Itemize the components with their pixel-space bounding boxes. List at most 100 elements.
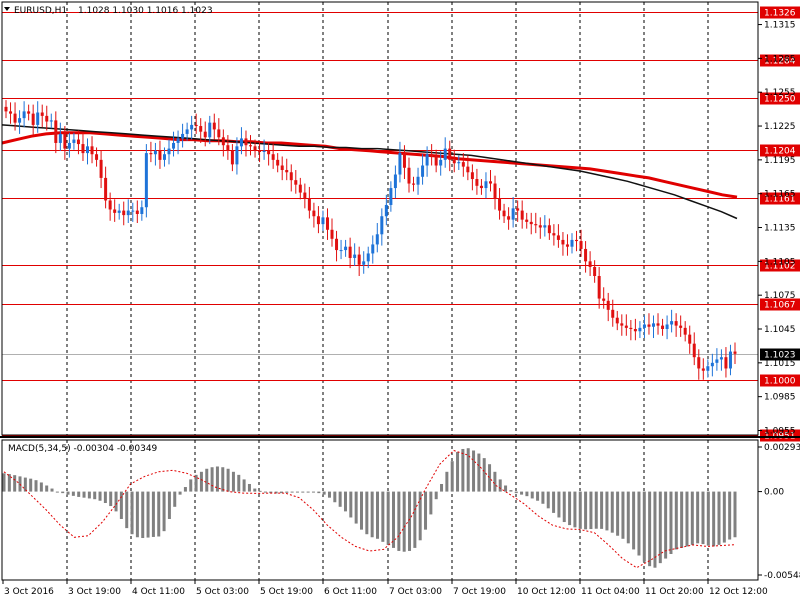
x-tick-label: 7 Oct 19:00 [453, 587, 506, 597]
macd-bar [680, 491, 684, 548]
macd-bar [717, 491, 721, 545]
macd-bar [664, 491, 668, 559]
macd-bar [237, 474, 241, 492]
candle-body [239, 138, 243, 147]
candle-body [249, 145, 253, 147]
y-tick-label: 1.1315 [764, 21, 796, 31]
macd-bar [402, 491, 406, 552]
candle-body [674, 321, 678, 326]
chevron-down-icon[interactable] [4, 7, 10, 11]
macd-bar [578, 491, 582, 529]
macd-bar [712, 491, 716, 547]
candle-body [353, 254, 357, 258]
x-tick-label: 12 Oct 12:00 [709, 587, 768, 597]
macd-bar [162, 491, 166, 532]
candle-body [488, 181, 492, 184]
candle-body [108, 200, 112, 210]
macd-bar [189, 479, 193, 492]
candle-body [122, 210, 126, 216]
macd-bar [584, 491, 588, 530]
macd-bar [530, 491, 534, 499]
macd-bar [7, 474, 11, 492]
macd-bar [135, 491, 139, 538]
macd-bar [413, 491, 417, 548]
macd-bar [322, 491, 326, 495]
candle-body [670, 321, 674, 325]
level-price-tag [760, 92, 800, 105]
candle-body [185, 129, 189, 134]
candle-body [321, 217, 325, 225]
candle-body [280, 165, 284, 171]
macd-bar [461, 448, 465, 492]
candle-body [439, 159, 443, 166]
candle-body [579, 241, 583, 249]
macd-bar [504, 485, 508, 492]
candle-body [398, 153, 402, 175]
macd-bar [562, 491, 566, 523]
y-tick-label: 1.1135 [764, 224, 796, 234]
x-tick-label: 10 Oct 12:00 [517, 587, 576, 597]
macd-bar [546, 491, 550, 509]
macd-bar [514, 491, 518, 494]
level-price-tag [760, 192, 800, 205]
candle-body [493, 183, 497, 199]
candle-body [538, 225, 542, 228]
candle-body [244, 138, 248, 146]
candle-body [407, 167, 411, 184]
candle-body [276, 159, 280, 166]
candle-body [31, 113, 35, 125]
candle-body [199, 126, 203, 132]
candle-body [724, 357, 728, 369]
macd-bar [573, 491, 577, 528]
candle-body [58, 133, 62, 143]
macd-bar [199, 471, 203, 492]
candle-body [126, 210, 130, 216]
macd-bar [354, 491, 358, 524]
macd-bar [381, 491, 385, 542]
macd-bar [183, 487, 187, 492]
macd-bar [653, 491, 657, 568]
macd-bar [408, 491, 412, 551]
macd-bar [295, 491, 299, 493]
macd-bar [365, 491, 369, 535]
macd-bar [493, 471, 497, 492]
macd-bar [520, 491, 524, 495]
macd-bar [338, 491, 342, 507]
macd-y-tick-label: -0.00548 [764, 571, 800, 581]
candle-body [162, 154, 166, 160]
candle-body [534, 224, 538, 226]
candle-body [498, 198, 502, 211]
candle-body [131, 210, 135, 212]
candle-body [212, 122, 216, 130]
candle-body [67, 142, 71, 149]
candle-body [706, 366, 710, 371]
candle-body [194, 124, 198, 127]
macd-bar [130, 491, 134, 535]
candle-body [348, 246, 352, 258]
candle-body [316, 216, 320, 225]
macd-bar [509, 490, 513, 492]
macd-header: MACD(5,34,5) -0.00304 -0.00349 [8, 444, 158, 454]
macd-bar [642, 491, 646, 562]
level-price-label: 1.1326 [764, 9, 796, 19]
macd-bar [98, 491, 102, 501]
x-tick-label: 4 Oct 11:00 [132, 587, 185, 597]
candle-body [602, 298, 606, 301]
candle-body [597, 276, 601, 299]
macd-bar [610, 491, 614, 533]
level-price-label: 1.1102 [764, 262, 796, 272]
macd-bar [621, 491, 625, 539]
macd-bar [600, 491, 604, 529]
candle-body [507, 216, 511, 220]
candle-body [307, 198, 311, 211]
macd-bar [231, 471, 235, 492]
macd-bar [605, 491, 609, 531]
macd-bar [359, 491, 363, 530]
candle-body [253, 146, 257, 151]
ohlc-readout: 1.1028 1.1030 1.1016 1.1023 [78, 6, 213, 16]
y-tick-label: 1.1075 [764, 291, 796, 301]
candle-body [570, 239, 574, 247]
candle-body [719, 357, 723, 360]
candle-body [267, 150, 271, 155]
macd-bar [626, 491, 630, 544]
